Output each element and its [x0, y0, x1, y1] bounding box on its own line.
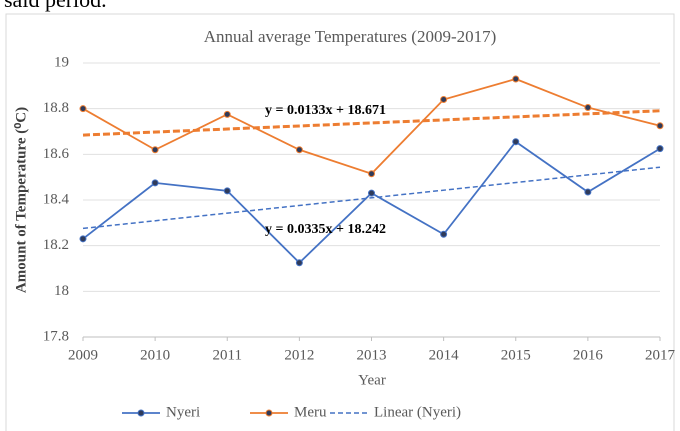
x-tick-label: 2012: [284, 347, 314, 363]
chart-frame: [5, 13, 675, 431]
data-point: [656, 122, 664, 130]
data-point: [440, 96, 448, 104]
y-tick-label: 17.8: [43, 328, 69, 344]
y-tick-label: 18.8: [43, 100, 69, 116]
x-tick-label: 2009: [68, 347, 98, 363]
y-tick-label: 18: [54, 283, 69, 299]
series-line: [82, 140, 661, 265]
x-tick-label: 2010: [140, 347, 170, 363]
data-point: [151, 179, 159, 187]
data-point: [223, 110, 231, 118]
data-point: [512, 138, 520, 146]
data-point: [295, 146, 303, 154]
trendline-equation: y = 0.0335x + 18.242: [265, 222, 386, 237]
data-point: [584, 104, 592, 112]
legend-label: Linear (Nyeri): [374, 404, 461, 420]
legend-label: Nyeri: [166, 404, 200, 420]
x-tick-label: 2013: [357, 347, 387, 363]
series-line: [82, 78, 661, 175]
y-tick-label: 18.4: [43, 191, 70, 207]
data-point: [151, 146, 159, 154]
x-tick-label: 2011: [213, 347, 242, 363]
y-axis-title: Amount of Temperature (⁰C): [13, 107, 29, 293]
data-point: [584, 188, 592, 196]
trendline: [82, 109, 661, 137]
legend-marker: [265, 409, 273, 417]
y-tick-label: 19: [54, 54, 69, 70]
data-point: [223, 187, 231, 195]
trendline-equation: y = 0.0133x + 18.671: [265, 103, 386, 118]
data-point: [295, 259, 303, 267]
data-point: [368, 189, 375, 197]
y-tick-label: 18.2: [43, 237, 69, 253]
legend-marker: [137, 409, 145, 417]
data-point: [512, 75, 520, 83]
x-tick-label: 2016: [573, 347, 604, 363]
x-axis-title: Year: [358, 372, 386, 388]
caption: said period.: [4, 0, 107, 12]
data-point: [79, 235, 87, 243]
trendline: [82, 166, 661, 230]
x-tick-label: 2017: [645, 347, 676, 363]
data-point: [368, 170, 375, 178]
x-tick-label: 2015: [501, 347, 531, 363]
legend-label: Meru: [294, 404, 327, 420]
data-point: [79, 105, 87, 113]
data-point: [440, 230, 448, 238]
chart-title: Annual average Temperatures (2009-2017): [204, 27, 497, 46]
x-tick-label: 2014: [429, 347, 460, 363]
y-tick-label: 18.6: [43, 146, 70, 162]
data-point: [656, 145, 664, 153]
